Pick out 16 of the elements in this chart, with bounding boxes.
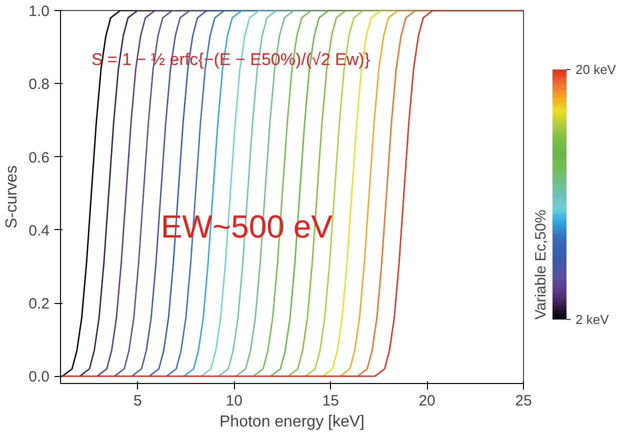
x-tick-label: 10 (226, 392, 242, 410)
y-tick-label: 0.2 (28, 296, 50, 313)
y-tick-label: 1.0 (28, 3, 50, 20)
y-tick-label: 0.4 (28, 222, 50, 240)
color-bar-label: 2 keV (576, 312, 610, 327)
y-tick-label: 0.6 (28, 149, 50, 166)
x-tick-label: 25 (515, 392, 532, 410)
x-axis-title: Photon energy [keV] (220, 414, 364, 430)
x-tick-label: 5 (133, 392, 142, 410)
y-tick-label: 0.8 (28, 76, 50, 94)
x-tick-label: 20 (418, 392, 436, 410)
color-bar-title: Variable Ec,50% (532, 210, 550, 320)
x-tick-label: 15 (322, 392, 339, 410)
y-axis-title: S-curves (4, 165, 21, 229)
color-bar-label: 20 keV (576, 62, 616, 77)
y-tick-label: 0.0 (28, 368, 50, 386)
